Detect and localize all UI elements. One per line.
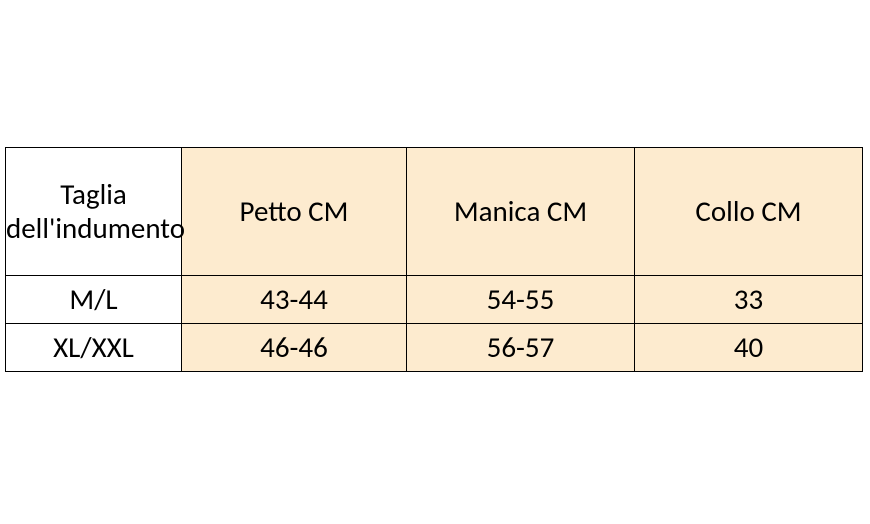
cell-chest: 43-44: [182, 276, 407, 324]
cell-size: M/L: [6, 276, 182, 324]
cell-size: XL/XXL: [6, 324, 182, 372]
header-size: Taglia dell'indumento: [6, 148, 182, 276]
header-sleeve: Manica CM: [407, 148, 635, 276]
header-chest: Petto CM: [182, 148, 407, 276]
page: Taglia dell'indumento Petto CM Manica CM…: [0, 0, 870, 524]
cell-sleeve: 54-55: [407, 276, 635, 324]
table-row: M/L 43-44 54-55 33: [6, 276, 863, 324]
size-table: Taglia dell'indumento Petto CM Manica CM…: [5, 147, 863, 372]
cell-chest: 46-46: [182, 324, 407, 372]
cell-sleeve: 56-57: [407, 324, 635, 372]
table-row: XL/XXL 46-46 56-57 40: [6, 324, 863, 372]
header-collar: Collo CM: [635, 148, 863, 276]
header-row: Taglia dell'indumento Petto CM Manica CM…: [6, 148, 863, 276]
cell-collar: 33: [635, 276, 863, 324]
cell-collar: 40: [635, 324, 863, 372]
